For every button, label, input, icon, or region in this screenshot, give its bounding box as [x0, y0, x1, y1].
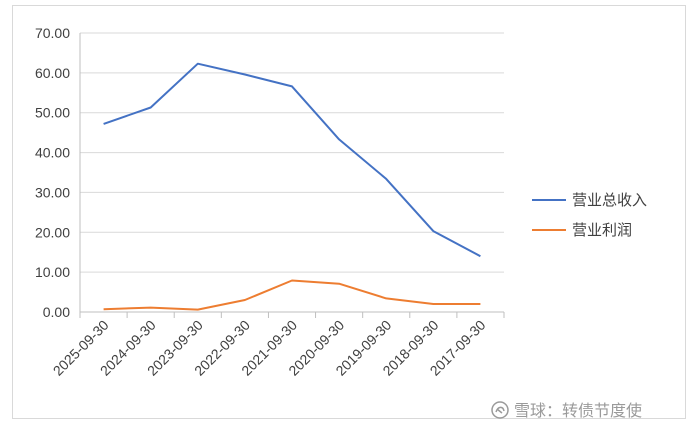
y-tick-label: 10.00 [35, 264, 70, 280]
y-tick-label: 70.00 [35, 25, 70, 41]
legend-label: 营业利润 [572, 221, 632, 239]
x-axis-tick-labels: 2025-09-302024-09-302023-09-302022-09-30… [50, 317, 489, 379]
y-tick-label: 20.00 [35, 224, 70, 240]
series-line [103, 62, 481, 258]
y-tick-label: 40.00 [35, 145, 70, 161]
watermark-text: 雪球：转债节度使 [514, 401, 642, 420]
y-tick-label: 0.00 [43, 304, 70, 320]
axes [79, 33, 505, 318]
gridlines [80, 32, 504, 273]
series-line [103, 279, 481, 311]
legend-label: 营业总收入 [572, 191, 647, 209]
series-lines [103, 62, 481, 311]
chart-frame [12, 5, 686, 419]
y-tick-label: 50.00 [35, 105, 70, 121]
y-axis-tick-labels: 0.00 10.00 20.00 30.00 40.00 50.00 60.00 70.00 [35, 25, 70, 320]
y-tick-label: 30.00 [35, 184, 70, 200]
watermark: 雪球：转债节度使 [491, 401, 642, 420]
snowball-logo-icon [491, 401, 509, 419]
y-tick-label: 60.00 [35, 65, 70, 81]
